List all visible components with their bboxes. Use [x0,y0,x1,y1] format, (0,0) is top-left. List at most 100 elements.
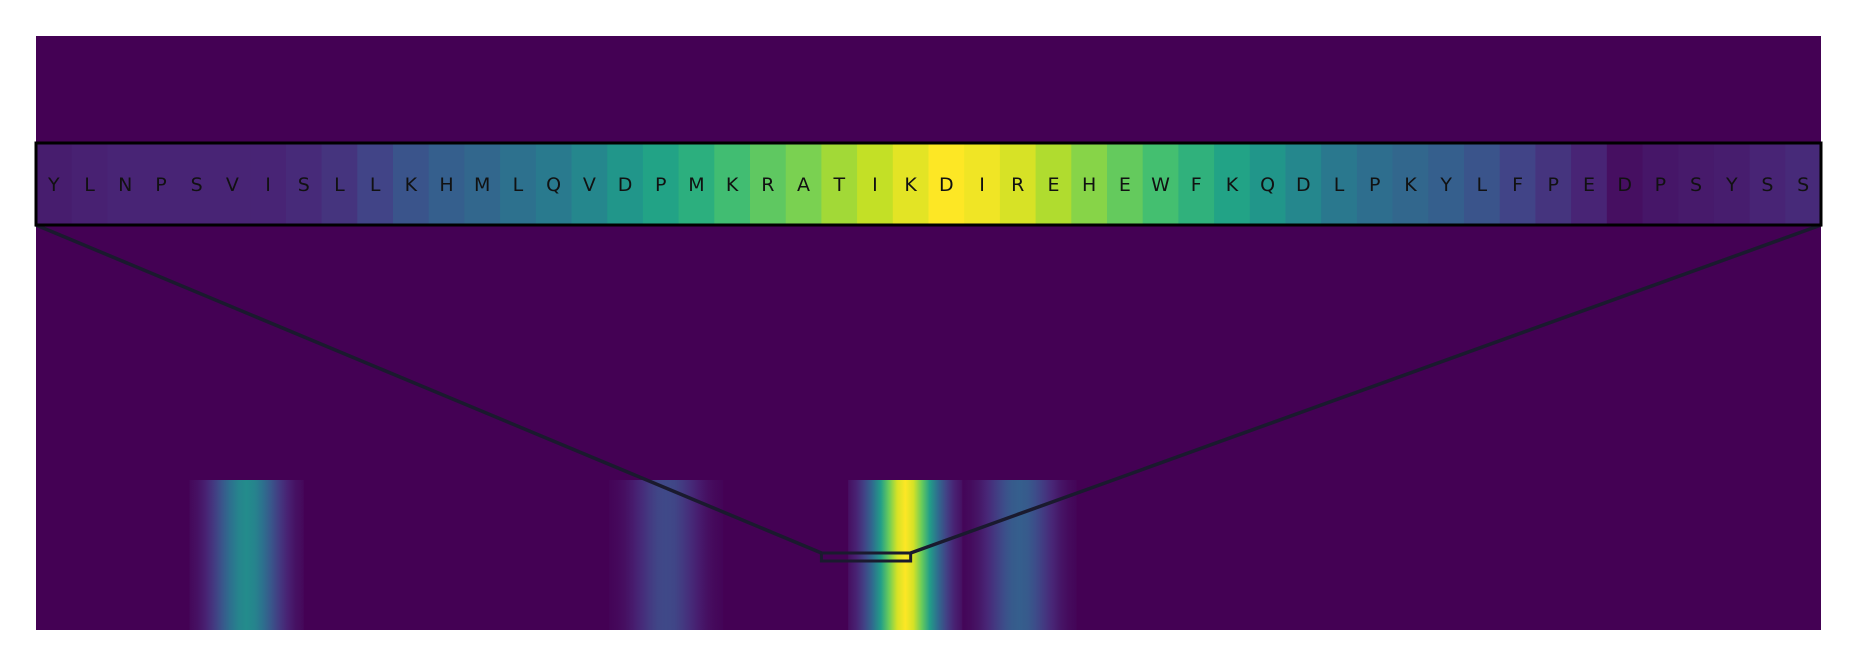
residue-cell [464,143,501,225]
residue-label: L [370,174,381,196]
residue-cell [750,143,787,225]
residue-label: S [298,174,310,196]
residue-label: V [226,174,239,196]
residue-cell [107,143,144,225]
residue-cell [1785,143,1822,225]
residue-cell [1464,143,1501,225]
residue-cell [1356,143,1394,225]
residue-cell [857,143,894,225]
residue-cell [964,143,1001,225]
residue-cell [1571,143,1608,225]
residue-label: I [872,174,878,196]
residue-label: I [979,174,985,196]
residue-cell [892,143,930,225]
residue-label: P [1548,174,1559,196]
residue-label: S [1761,174,1773,196]
residue-label: L [1477,174,1488,196]
residue-cell [1107,143,1144,225]
residue-cell [1392,143,1429,225]
residue-cell [71,143,108,225]
residue-cell [1535,143,1572,225]
residue-cell [928,143,965,225]
residue-cell [178,143,216,225]
residue-cell [1499,143,1536,225]
residue-label: K [1226,174,1239,196]
overview-heatmap [189,480,1077,630]
residue-cell [535,143,573,225]
residue-label: E [1047,174,1059,196]
residue-cell [1214,143,1251,225]
residue-cell [214,143,251,225]
residue-label: S [1797,174,1809,196]
residue-label: E [1583,174,1595,196]
residue-label: H [439,174,453,196]
residue-label: F [1191,174,1202,196]
residue-label: K [904,174,917,196]
residue-label: Y [1439,174,1452,196]
residue-label: R [1011,174,1024,196]
residue-cell [607,143,644,225]
residue-cell [285,143,323,225]
residue-label: V [583,174,596,196]
residue-cell [393,143,430,225]
residue-cell [1606,143,1644,225]
residue-label: M [474,174,490,196]
residue-label: S [1690,174,1702,196]
residue-label: H [1082,174,1096,196]
residue-label: P [655,174,666,196]
residue-cell [785,143,822,225]
residue-label: K [1404,174,1417,196]
residue-label: Q [546,174,561,196]
residue-cell [321,143,358,225]
residue-cell [1428,143,1465,225]
residue-cell [143,143,180,225]
residue-label: L [84,174,95,196]
residue-label: D [618,174,633,196]
residue-label: R [761,174,774,196]
residue-cell [1249,143,1287,225]
residue-cell [1642,143,1679,225]
residue-label: Q [1260,174,1275,196]
residue-cell [999,143,1037,225]
residue-label: I [265,174,271,196]
residue-cell [1713,143,1751,225]
residue-label: L [334,174,345,196]
residue-label: N [118,174,132,196]
residue-label: L [1334,174,1345,196]
residue-label: K [726,174,739,196]
zoom-connector-left [35,223,823,555]
residue-label: P [155,174,166,196]
residue-cell [357,143,394,225]
residue-label: E [1119,174,1131,196]
residue-label: W [1151,174,1170,196]
residue-label: D [1296,174,1311,196]
residue-label: Y [47,174,60,196]
residue-label: P [1655,174,1666,196]
residue-label: F [1512,174,1523,196]
residue-cell [821,143,858,225]
overview-peak [608,480,724,630]
zoom-connector-right [910,223,1822,555]
residue-cell [1071,143,1108,225]
residue-cell [1285,143,1322,225]
residue-cell [1749,143,1786,225]
overview-peak [962,480,1077,630]
zoom-connectors [35,223,1822,563]
residue-cell [1178,143,1215,225]
residue-cell [678,143,715,225]
residue-label: D [939,174,954,196]
residue-cell [1678,143,1715,225]
residue-cell [250,143,287,225]
residue-label: Y [1725,174,1738,196]
residue-label: A [797,174,810,196]
overview-peak [189,480,304,630]
residue-cell [1321,143,1358,225]
residue-cell [571,143,608,225]
residue-label: P [1369,174,1380,196]
residue-label: S [191,174,203,196]
residue-cell [714,143,751,225]
residue-label: M [688,174,704,196]
residue-label: T [832,174,845,196]
residue-cell [36,143,73,225]
